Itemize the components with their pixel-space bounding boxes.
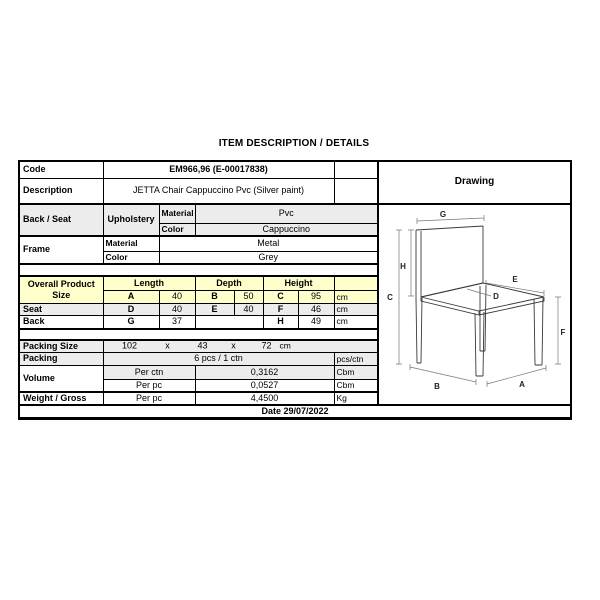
seat-dim-f: F	[262, 303, 299, 317]
frame-color-value: Grey	[158, 250, 379, 265]
code-spacer-cell	[333, 160, 379, 179]
volume-ctn-value: 0,3162	[194, 365, 335, 380]
back-seat-material-row: Back / Seat Upholstery Material Pvc	[18, 203, 572, 406]
seat-val-d: 40	[158, 303, 196, 317]
packing-value: 6 pcs / 1 ctn	[102, 352, 335, 367]
back-val-g: 37	[158, 315, 196, 330]
code-row: Code EM966,96 (E-00017838) Drawing	[18, 160, 572, 205]
back-seat-color-label: Color	[158, 222, 196, 237]
code-label: Code	[18, 160, 104, 179]
volume-pc-name: Per pc	[102, 378, 196, 393]
chair-outline	[415, 225, 545, 377]
packing-size-values: 102 x 43 x 72 cm	[102, 338, 379, 354]
back-dim-h: H	[262, 315, 299, 330]
size-row: A 40 B 50 C 95 cm	[19, 290, 571, 305]
description-value: JETTA Chair Cappuccino Pvc (Silver paint…	[102, 177, 335, 205]
back-seat-label: Back / Seat	[18, 203, 104, 237]
back-seat-material-label: Material	[158, 203, 196, 224]
height-header: Height	[262, 275, 335, 292]
frame-material-value: Metal	[158, 234, 379, 252]
weight-row: Weight / Gross Per pc 4,4500 Kg	[18, 391, 571, 406]
size-val-a: 40	[158, 290, 196, 305]
back-empty-cell	[194, 315, 264, 330]
packing-size-x1: x	[165, 340, 170, 351]
dim-label-e: E	[512, 275, 518, 284]
frame-material-row: Frame Material Metal	[18, 234, 571, 265]
upholstery-label: Upholstery	[102, 203, 160, 237]
volume-ctn-row: Volume Per ctn 0,3162 Cbm	[18, 365, 571, 393]
seat-val-f: 46	[297, 303, 335, 317]
volume-pc-unit: Cbm	[333, 378, 379, 393]
back-val-h: 49	[297, 315, 335, 330]
chair-drawing: G H C E D F B A	[387, 210, 565, 391]
dim-label-g: G	[440, 210, 446, 219]
packing-label: Packing	[18, 352, 104, 367]
weight-value: 4,4500	[194, 391, 335, 406]
weight-name: Per pc	[102, 391, 196, 406]
back-seat-color-row: Color Cappuccino	[19, 222, 571, 237]
code-value: EM966,96 (E-00017838)	[102, 160, 335, 179]
dim-label-b: B	[434, 382, 440, 391]
dim-label-d: D	[493, 292, 499, 301]
seat-label: Seat	[18, 303, 104, 317]
spacer-cell	[18, 263, 379, 277]
date-value: Date 29/07/2022	[18, 404, 572, 419]
overall-size-header-row: Overall Product Size Length Depth Height	[18, 275, 571, 305]
drawing-header: Drawing	[377, 160, 572, 205]
back-row: Back G 37 H 49 cm	[18, 315, 571, 330]
volume-ctn-name: Per ctn	[102, 365, 196, 380]
back-seat-color-value: Cappuccino	[194, 222, 379, 237]
frame-label: Frame	[18, 234, 104, 265]
packing-size-unit: cm	[279, 340, 291, 351]
packing-size-height: 72	[261, 340, 272, 351]
size-dim-a: A	[102, 290, 160, 305]
back-seat-material-value: Pvc	[194, 203, 379, 224]
packing-size-length: 102	[121, 340, 138, 351]
drawing-area: G H C E D F B A	[377, 203, 572, 406]
volume-label: Volume	[18, 365, 104, 393]
overall-size-label: Overall Product Size	[18, 275, 104, 305]
back-unit: cm	[333, 315, 379, 330]
dim-label-a: A	[519, 380, 525, 389]
packing-size-row: Packing Size 102 x 43 x 72 cm	[18, 338, 571, 354]
size-unit: cm	[333, 290, 379, 305]
depth-header: Depth	[194, 275, 264, 292]
seat-row: Seat D 40 E 40 F 46 cm	[18, 303, 571, 317]
packing-size-depth: 43	[197, 340, 208, 351]
dimension-labels: G H C E D F B A	[387, 210, 565, 391]
weight-label: Weight / Gross	[18, 391, 104, 406]
page-title: ITEM DESCRIPTION / DETAILS	[218, 138, 370, 149]
seat-val-e: 40	[233, 303, 264, 317]
seat-dim-e: E	[194, 303, 235, 317]
dim-label-c: C	[387, 293, 393, 302]
description-spacer-cell	[333, 177, 379, 205]
packing-size-x2: x	[231, 340, 236, 351]
size-dim-b: B	[194, 290, 235, 305]
packing-unit: pcs/ctn	[333, 352, 379, 367]
description-label: Description	[18, 177, 104, 205]
size-dim-c: C	[262, 290, 299, 305]
length-header: Length	[102, 275, 196, 292]
size-val-c: 95	[297, 290, 335, 305]
item-description-table: Code EM966,96 (E-00017838) Drawing Descr…	[18, 160, 573, 420]
weight-unit: Kg	[333, 391, 379, 406]
spacer-cell-2	[18, 327, 379, 341]
volume-ctn-unit: Cbm	[333, 365, 379, 380]
back-label: Back	[18, 315, 104, 330]
dimension-lines	[396, 215, 562, 387]
date-row: Date 29/07/2022	[18, 404, 572, 419]
size-val-b: 50	[233, 290, 264, 305]
seat-dim-d: D	[102, 303, 160, 317]
back-dim-g: G	[102, 315, 160, 330]
frame-material-label: Material	[102, 234, 160, 252]
volume-pc-value: 0,0527	[194, 378, 335, 393]
seat-unit: cm	[333, 303, 379, 317]
frame-color-label: Color	[102, 250, 160, 265]
dim-label-f: F	[561, 328, 566, 337]
dim-label-h: H	[400, 262, 406, 271]
packing-size-label: Packing Size	[18, 338, 104, 354]
overall-header-spacer	[333, 275, 379, 292]
